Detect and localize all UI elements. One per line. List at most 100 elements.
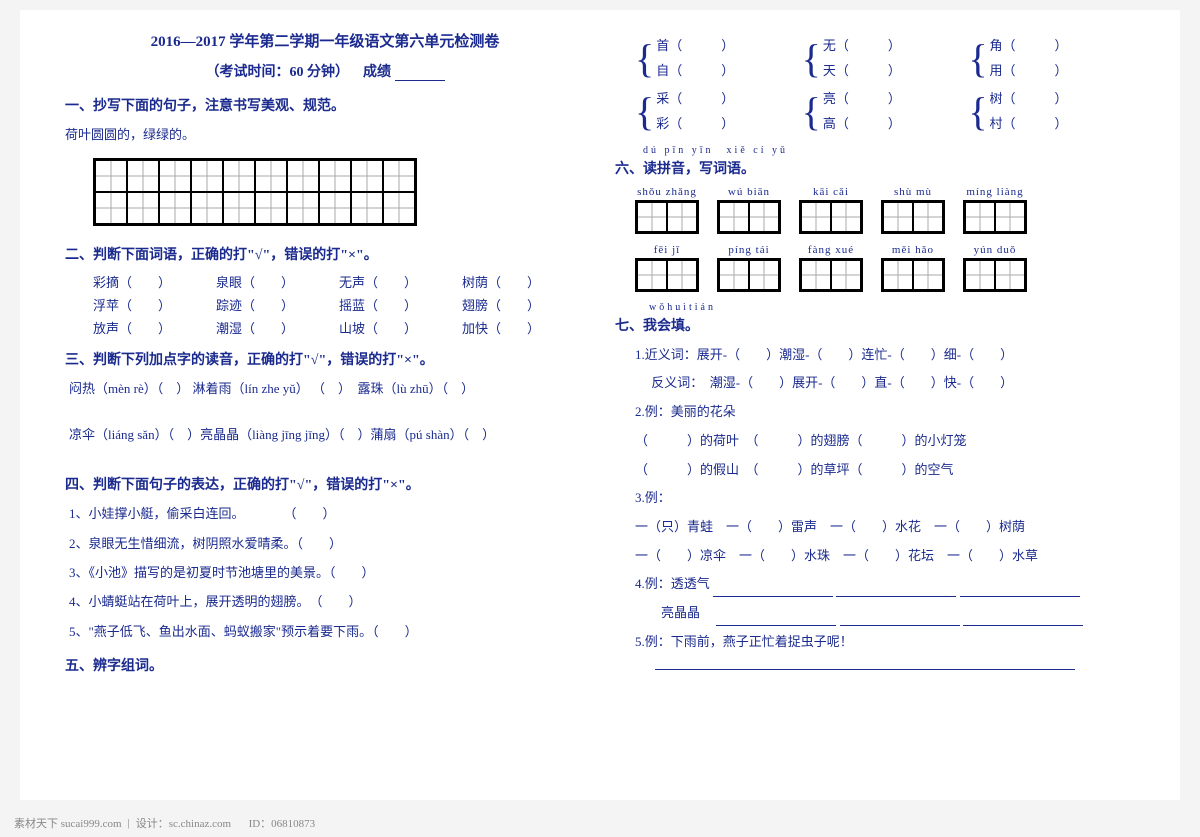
brace-item: 自（ ） (656, 59, 734, 84)
brace-item: 角（ ） (990, 34, 1068, 59)
writing-cell (351, 160, 383, 192)
writing-cell (383, 192, 415, 224)
pinyin-unit: yún duǒ (963, 244, 1027, 292)
sec4-item: 4、小蜻蜓站在荷叶上，展开透明的翅膀。 （ ） (69, 590, 585, 613)
writing-cell (965, 202, 995, 232)
blank (713, 583, 833, 597)
writing-cell (351, 192, 383, 224)
writing-cell (719, 260, 749, 290)
time-label: （考试时间：60 分钟） (206, 65, 350, 80)
writing-cell (95, 160, 127, 192)
score-blank (395, 80, 445, 81)
brace-icon: { (968, 96, 987, 128)
sec7-l1b: 反义词： 潮湿-（ ）展开-（ ）直-（ ）快-（ ） (635, 371, 1135, 396)
sec4-item: 2、泉眼无生惜细流，树阴照水爱晴柔。（ ） (69, 532, 585, 555)
brace-pair: {树（ ）村（ ） (968, 87, 1135, 136)
pinyin-label: píng tái (728, 244, 769, 256)
writing-cell (965, 260, 995, 290)
pinyin-unit: míng liàng (963, 186, 1027, 234)
sec2-item: 加快（ ） (462, 318, 585, 337)
brace-item: 采（ ） (656, 87, 734, 112)
brace-icon: { (802, 96, 821, 128)
pinyin-unit: kāi cǎi (799, 186, 863, 234)
brace-pair: {首（ ）自（ ） (635, 34, 802, 83)
writing-cell (191, 160, 223, 192)
sec3-l1c: （ ） 露珠（lù zhū）（ ） (312, 381, 474, 396)
sec7-l5: 5.例：下雨前，燕子正忙着捉虫子呢！ (635, 630, 1135, 655)
sec7-l2: 2.例：美丽的花朵 (635, 400, 1135, 425)
writing-cell (749, 260, 779, 290)
pinyin-unit: wú biān (717, 186, 781, 234)
writing-cell (255, 160, 287, 192)
footer-id: ID：06810873 (249, 815, 316, 831)
sec2-item: 无声（ ） (339, 272, 462, 291)
writing-cell (749, 202, 779, 232)
writing-cell (159, 192, 191, 224)
sec2-item: 泉眼（ ） (216, 272, 339, 291)
writing-cell (667, 202, 697, 232)
writing-cell (159, 160, 191, 192)
blank (960, 583, 1080, 597)
brace-item: 村（ ） (990, 112, 1068, 137)
brace-item: 用（ ） (990, 59, 1068, 84)
pinyin-label: fēi jī (654, 244, 680, 256)
sec2-heading: 二、判断下面词语，正确的打"√"，错误的打"×"。 (65, 244, 585, 264)
brace-icon: { (635, 43, 654, 75)
writing-cell (883, 202, 913, 232)
writing-cell (831, 202, 861, 232)
writing-cell (95, 192, 127, 224)
sec1-sentence: 荷叶圆圆的，绿绿的。 (65, 123, 585, 146)
writing-box-pair (717, 258, 781, 292)
sec5-groups: {首（ ）自（ ）{无（ ）天（ ）{角（ ）用（ ）{采（ ）彩（ ）{亮（ … (615, 34, 1135, 137)
sec7-heading: 七、我会填。 (615, 315, 1135, 335)
sec2-item: 摇蓝（ ） (339, 295, 462, 314)
right-column: {首（ ）自（ ）{无（ ）天（ ）{角（ ）用（ ）{采（ ）彩（ ）{亮（ … (600, 30, 1150, 780)
sec3-l1b: 淋着雨（lín zhe yǔ） (192, 381, 308, 396)
writing-cell (637, 260, 667, 290)
pinyin-label: yún duǒ (974, 244, 1017, 256)
writing-cell (637, 202, 667, 232)
pinyin-label: shǒu zhǎng (637, 186, 697, 198)
long-answer-blank (655, 669, 1075, 670)
writing-cell (223, 192, 255, 224)
writing-box-pair (881, 200, 945, 234)
footer-sep: | (128, 817, 130, 829)
sec2-item: 翅膀（ ） (462, 295, 585, 314)
sec6-row2: fēi jīpíng táifàng xuéměi hǎoyún duǒ (635, 244, 1135, 292)
sec2-item: 潮湿（ ） (216, 318, 339, 337)
left-column: 2016—2017 学年第二学期一年级语文第六单元检测卷 （考试时间：60 分钟… (50, 30, 600, 780)
pinyin-unit: fēi jī (635, 244, 699, 292)
brace-item: 天（ ） (823, 59, 901, 84)
writing-cell (801, 260, 831, 290)
score-label: 成绩 (363, 65, 391, 80)
sec5-heading: 五、辨字组词。 (65, 655, 585, 675)
sec7-l2a: （ ）的荷叶 （ ）的翅膀（ ）的小灯笼 (635, 429, 1135, 454)
sec6-row1: shǒu zhǎng wú biān kāi cǎi shù mù míng liàng (635, 186, 1135, 234)
writing-box-pair (799, 200, 863, 234)
writing-cell (831, 260, 861, 290)
sec6-heading: 六、读拼音，写词语。 (615, 158, 1135, 178)
sec2-rows: 彩摘（ ）泉眼（ ）无声（ ）树荫（ ）浮苹（ ）踪迹（ ）摇蓝（ ）翅膀（ ）… (65, 272, 585, 337)
sec2-item: 彩摘（ ） (93, 272, 216, 291)
writing-box-pair (635, 200, 699, 234)
sec4-item: 5、"燕子低飞、鱼出水面、蚂蚁搬家"预示着要下雨。（ ） (69, 620, 585, 643)
writing-box-pair (635, 258, 699, 292)
page-footer: 素材天下 sucai999.com | 设计：sc.chinaz.com ID：… (14, 815, 315, 831)
writing-cell (801, 202, 831, 232)
sec7-l4b: 亮晶晶 (635, 601, 1135, 626)
writing-cell (319, 192, 351, 224)
pinyin-label: wú biān (728, 186, 770, 198)
pinyin-label: shù mù (894, 186, 932, 198)
footer-site: 素材天下 sucai999.com (14, 815, 122, 831)
sec7-l3a: 一（只）青蛙 一（ ）雷声 一（ ）水花 一（ ）树荫 (635, 515, 1135, 540)
sec3-l1a: 闷热（mèn rè）（ ） (69, 381, 189, 396)
writing-box-pair (963, 258, 1027, 292)
brace-pair: {亮（ ）高（ ） (802, 87, 969, 136)
writing-box-pair (717, 200, 781, 234)
sec7-l4-text: 4.例：透透气 (635, 576, 710, 591)
writing-cell (319, 160, 351, 192)
sec7-l2b: （ ）的假山 （ ）的草坪（ ）的空气 (635, 458, 1135, 483)
blank (840, 612, 960, 626)
pinyin-unit: shǒu zhǎng (635, 186, 699, 234)
writing-cell (223, 160, 255, 192)
